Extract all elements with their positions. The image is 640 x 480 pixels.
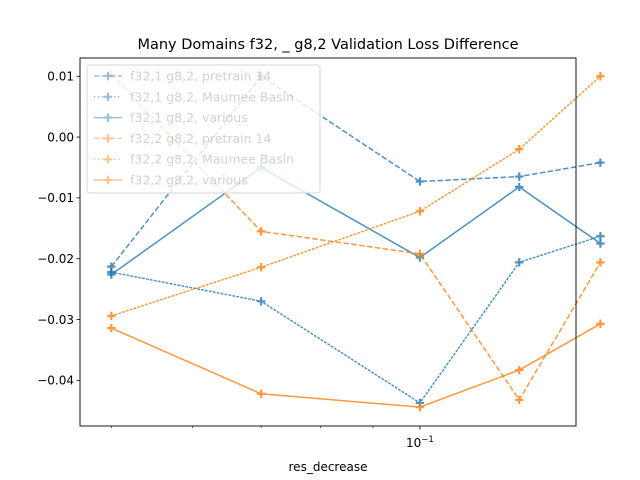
legend-marker — [103, 155, 113, 164]
y-tick-label: 0.00 — [47, 130, 74, 144]
data-point — [515, 172, 524, 181]
legend-marker — [103, 175, 113, 185]
data-point — [596, 319, 605, 329]
legend-marker — [103, 92, 113, 101]
legend-entry: f32,2 g8,2, Maumee Basin — [94, 152, 294, 167]
legend-frame — [86, 64, 321, 194]
data-point — [515, 365, 524, 375]
series-5 — [107, 72, 605, 321]
data-point — [256, 297, 266, 306]
y-axis: 0.01 0.00 −0.01 −0.02 −0.03 −0.04 — [37, 70, 80, 388]
data-point — [107, 323, 116, 333]
data-point — [107, 311, 116, 321]
legend-label: f32,1 g8,2, Maumee Basin — [130, 89, 294, 104]
x-axis-label: res_decrease — [289, 460, 368, 474]
legend-label: f32,2 g8,2, various — [130, 173, 248, 188]
data-point — [515, 258, 524, 267]
data-point — [107, 270, 116, 279]
data-point — [515, 145, 524, 154]
legend-marker — [103, 71, 113, 81]
legend-entry: f32,2 g8,2, pretrain 14 — [94, 131, 271, 146]
legend-entry: f32,1 g8,2, pretrain 14 — [94, 69, 271, 84]
data-point — [596, 258, 605, 267]
data-point — [415, 207, 425, 216]
y-tick-label: 0.01 — [47, 70, 74, 84]
data-point — [596, 232, 605, 241]
data-point — [415, 177, 425, 186]
data-point — [256, 389, 266, 398]
legend-entry: f32,1 g8,2, Maumee Basin — [94, 89, 294, 104]
series-line-2 — [110, 235, 602, 404]
legend-entry: f32,1 g8,2, various — [94, 110, 248, 125]
legend-entry: f32,2 g8,2, various — [94, 173, 248, 188]
legend-label: f32,1 g8,2, various — [130, 110, 248, 125]
data-point — [256, 227, 266, 236]
y-tick-label: −0.01 — [37, 191, 74, 205]
data-point — [515, 182, 524, 192]
legend-marker — [103, 134, 113, 143]
legend-label: f32,2 g8,2, Maumee Basin — [130, 152, 294, 167]
plot-frame — [79, 57, 577, 427]
legend-label: f32,2 g8,2, pretrain 14 — [130, 131, 271, 146]
legend: f32,1 g8,2, pretrain 14 f32,1 g8,2, Maume… — [86, 64, 321, 194]
series-line-6 — [111, 323, 601, 408]
chart-title: Many Domains f32, _ g8,2 Validation Loss… — [137, 37, 518, 53]
data-point — [256, 263, 266, 272]
data-point — [596, 239, 605, 248]
x-axis: 10−1 — [111, 426, 434, 450]
legend-marker — [103, 113, 113, 122]
y-tick-label: −0.04 — [37, 374, 74, 388]
y-tick-label: −0.03 — [37, 313, 74, 327]
series-2 — [107, 232, 605, 408]
legend-label: f32,1 g8,2, pretrain 14 — [130, 69, 271, 84]
x-tick-label: 10−1 — [406, 435, 434, 450]
data-point — [596, 158, 605, 167]
data-point — [515, 395, 524, 405]
data-point — [415, 402, 425, 412]
series-6 — [107, 319, 605, 412]
y-tick-label: −0.02 — [37, 252, 74, 266]
data-point — [415, 249, 425, 259]
data-point — [596, 72, 605, 81]
